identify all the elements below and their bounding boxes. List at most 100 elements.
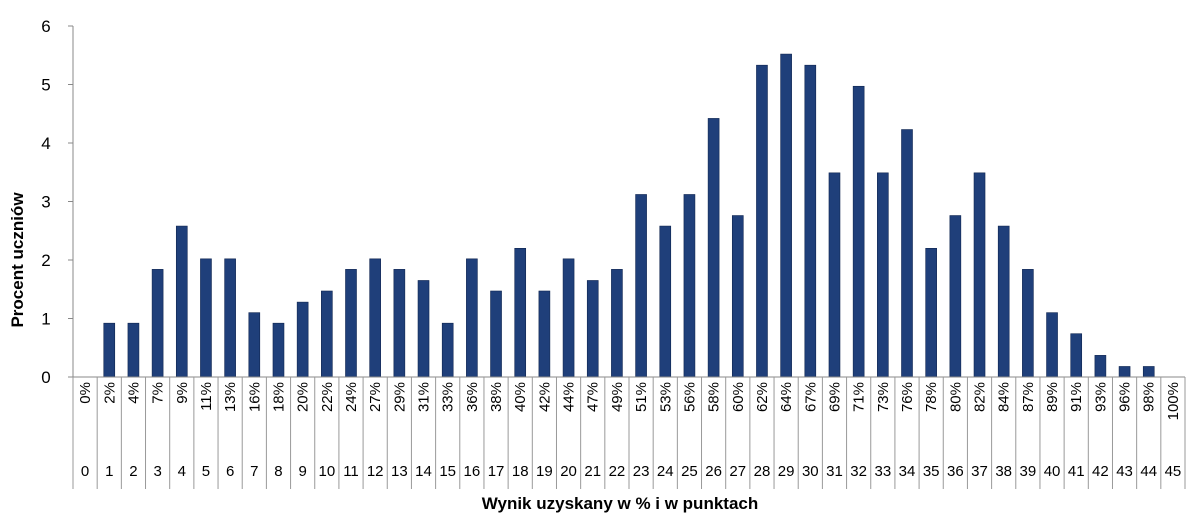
bar [756,64,768,378]
x-percent-label: 44% [561,382,578,412]
x-point-label: 5 [202,463,210,480]
x-percent-label: 78% [923,382,940,412]
bar [1022,269,1034,378]
bar [973,172,986,378]
x-percent-label: 11% [198,382,215,411]
x-point-label: 4 [178,463,186,480]
x-percent-label: 20% [295,382,312,412]
y-tick-label: 3 [41,193,50,212]
x-point-label: 24 [657,463,674,480]
x-point-label: 14 [415,463,432,480]
x-percent-label: 13% [222,382,239,412]
x-axis-title: Wynik uzyskany w % i w punktach [482,494,758,513]
bar [1142,366,1155,378]
x-point-label: 16 [464,463,481,480]
x-point-label: 34 [899,463,916,480]
x-point-label: 18 [512,463,529,480]
y-tick-label: 0 [41,368,50,387]
x-percent-label: 87% [1020,382,1037,412]
x-point-label: 42 [1092,463,1109,480]
x-percent-label: 60% [730,382,747,412]
x-percent-label: 9% [174,382,191,404]
x-point-label: 39 [1020,463,1037,480]
bar [224,258,236,378]
x-point-label: 3 [153,463,161,480]
x-percent-label: 49% [609,382,626,412]
x-percent-label: 42% [536,382,553,412]
x-percent-label: 38% [488,382,505,412]
x-percent-label: 27% [367,382,384,412]
x-point-label: 28 [754,463,771,480]
bar [804,64,817,378]
x-point-label: 26 [705,463,722,480]
x-percent-label: 69% [826,382,843,412]
bar [1046,312,1058,378]
x-point-label: 1 [105,463,113,480]
bar [828,172,841,378]
x-percent-label: 84% [996,382,1013,412]
x-percent-label: 53% [657,382,674,412]
bar [466,258,478,378]
x-percent-label: 47% [585,382,602,412]
y-tick-label: 4 [41,134,50,153]
x-point-label: 41 [1068,463,1085,480]
bar [901,129,913,378]
bar [490,290,502,378]
x-point-label: 31 [826,463,843,480]
bar [296,301,309,378]
bar [949,215,962,378]
x-percent-label: 22% [319,382,336,412]
axes-layer [68,25,1186,489]
x-percent-label: 2% [101,382,118,404]
bar [151,269,164,378]
x-point-label: 22 [609,463,626,480]
x-percent-label: 16% [246,382,263,412]
x-point-label: 13 [391,463,408,480]
bar [321,290,333,378]
bar [127,322,140,378]
bars-layer [103,53,1155,378]
x-point-label: 32 [850,463,867,480]
x-percent-label: 33% [440,382,457,412]
x-percent-label: 100% [1165,382,1182,420]
x-percent-label: 18% [270,382,287,412]
bar [417,280,430,378]
bar [272,322,285,378]
x-percent-label: 64% [778,382,795,412]
bar [248,312,261,378]
x-point-label: 40 [1044,463,1061,480]
bar [538,290,551,378]
x-point-label: 30 [802,463,819,480]
x-percent-label: 96% [1117,382,1134,412]
x-percent-label: 67% [802,382,819,412]
x-percent-label: 62% [754,382,771,412]
x-percent-label: 82% [972,382,989,412]
x-point-label: 7 [250,463,258,480]
bar [393,269,406,378]
x-percent-label: 89% [1044,382,1061,412]
x-percent-label: 29% [391,382,408,412]
x-percent-label: 31% [416,382,433,412]
y-axis-title: Procent uczniów [8,192,27,328]
x-point-label: 17 [488,463,505,480]
bar [852,85,865,378]
x-point-label: 0 [81,463,89,480]
bar [611,269,623,378]
x-point-label: 25 [681,463,698,480]
bar [707,118,720,378]
x-percent-label: 58% [706,382,723,412]
x-point-label: 6 [226,463,234,480]
bar [925,248,937,378]
x-percent-label: 91% [1068,382,1085,412]
x-point-label: 11 [343,463,359,480]
bar [175,225,188,378]
y-tick-labels: 0 1 2 3 4 5 6 [41,17,50,387]
bar [441,322,454,378]
x-point-label: 45 [1165,463,1182,480]
x-point-label: 44 [1140,463,1157,480]
x-percent-label: 7% [150,382,167,404]
x-category-labels: 0% 2% 4% 7% 9% 11% 13% 16% 18% 20% 22% 24% 27% 29% 31%… [77,382,1182,480]
x-point-label: 36 [947,463,964,480]
x-point-label: 20 [560,463,577,480]
x-point-label: 2 [129,463,137,480]
